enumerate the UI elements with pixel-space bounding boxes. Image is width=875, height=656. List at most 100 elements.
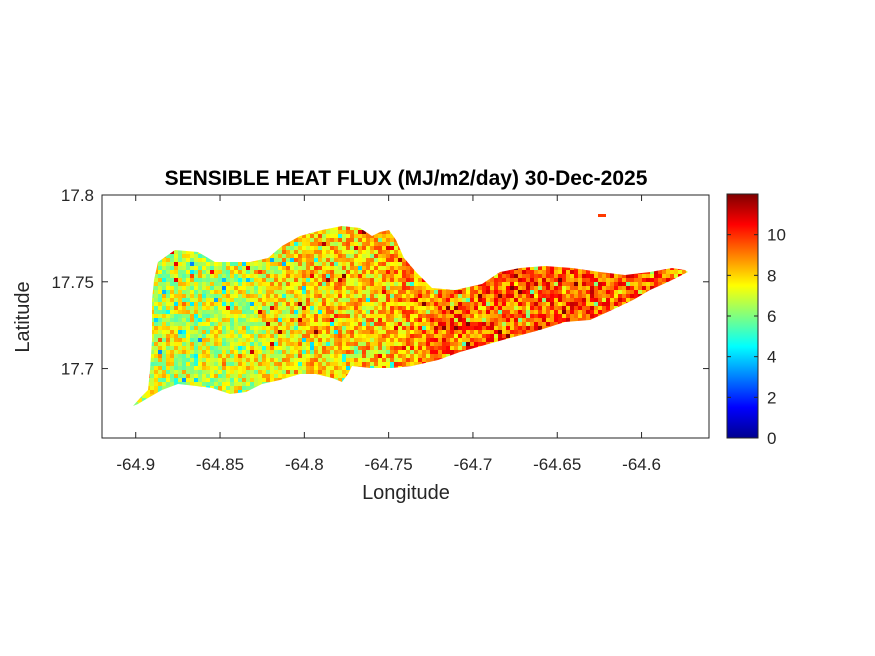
- heatmap-cell: [486, 294, 490, 298]
- heatmap-cell: [234, 278, 238, 282]
- heatmap-cell: [238, 266, 242, 270]
- heatmap-cell: [302, 294, 306, 298]
- heatmap-cell: [386, 322, 390, 326]
- heatmap-cell: [354, 274, 358, 278]
- heatmap-cell: [566, 274, 570, 278]
- heatmap-cell: [654, 274, 658, 278]
- heatmap-cell: [538, 302, 542, 306]
- heatmap-cell: [278, 362, 282, 366]
- heatmap-cell: [378, 302, 382, 306]
- heatmap-cell: [338, 354, 342, 358]
- heatmap-cell: [610, 306, 614, 310]
- heatmap-cell: [294, 330, 298, 334]
- heatmap-cell: [322, 258, 326, 262]
- heatmap-cell: [170, 322, 174, 326]
- heatmap-cell: [198, 298, 202, 302]
- heatmap-cell: [234, 342, 238, 346]
- heatmap-cell: [374, 290, 378, 294]
- heatmap-cell: [294, 274, 298, 278]
- heatmap-cell: [210, 278, 214, 282]
- heatmap-cell: [338, 258, 342, 262]
- heatmap-cell: [630, 286, 634, 290]
- heatmap-cell: [286, 294, 290, 298]
- heatmap-cell: [382, 338, 386, 342]
- heatmap-cell: [358, 318, 362, 322]
- heatmap-cell: [306, 258, 310, 262]
- heatmap-cell: [506, 298, 510, 302]
- heatmap-cell: [514, 314, 518, 318]
- heatmap-cell: [422, 322, 426, 326]
- heatmap-cell: [366, 238, 370, 242]
- heatmap-cell: [466, 302, 470, 306]
- heatmap-cell: [494, 318, 498, 322]
- heatmap-cell: [150, 330, 154, 334]
- heatmap-cell: [582, 310, 586, 314]
- heatmap-cell: [270, 286, 274, 290]
- heatmap-cell: [238, 326, 242, 330]
- heatmap-cell: [346, 250, 350, 254]
- heatmap-cell: [338, 342, 342, 346]
- heatmap-cell: [350, 234, 354, 238]
- heatmap-cell: [478, 322, 482, 326]
- heatmap-cell: [346, 294, 350, 298]
- heatmap-cell: [418, 318, 422, 322]
- heatmap-cell: [150, 302, 154, 306]
- heatmap-cell: [510, 270, 514, 274]
- heatmap-cell: [562, 318, 566, 322]
- heatmap-cell: [174, 286, 178, 290]
- heatmap-cell: [158, 298, 162, 302]
- heatmap-cell: [474, 294, 478, 298]
- heatmap-cell: [418, 330, 422, 334]
- heatmap-cell: [182, 338, 186, 342]
- heatmap-cell: [498, 302, 502, 306]
- heatmap-cell: [342, 354, 346, 358]
- heatmap-cell: [214, 358, 218, 362]
- heatmap-cell: [566, 306, 570, 310]
- heatmap-cell: [298, 250, 302, 254]
- heatmap-cell: [186, 362, 190, 366]
- heatmap-cell: [342, 342, 346, 346]
- heatmap-cell: [470, 314, 474, 318]
- heatmap-cell: [186, 314, 190, 318]
- heatmap-cell: [218, 274, 222, 278]
- heatmap-cell: [338, 326, 342, 330]
- heatmap-cell: [542, 326, 546, 330]
- heatmap-cell: [334, 278, 338, 282]
- heatmap-cell: [470, 306, 474, 310]
- heatmap-cell: [434, 310, 438, 314]
- heatmap-cell: [190, 250, 194, 254]
- heatmap-cell: [582, 270, 586, 274]
- heatmap-cell: [390, 238, 394, 242]
- heatmap-cell: [326, 358, 330, 362]
- heatmap-cell: [346, 334, 350, 338]
- heatmap-cell: [302, 278, 306, 282]
- heatmap-cell: [194, 346, 198, 350]
- heatmap-cell: [486, 314, 490, 318]
- heatmap-cell: [390, 258, 394, 262]
- heatmap-cell: [258, 350, 262, 354]
- heatmap-cell: [286, 258, 290, 262]
- heatmap-cell: [282, 326, 286, 330]
- heatmap-cell: [574, 278, 578, 282]
- heatmap-cell: [386, 262, 390, 266]
- heatmap-cell: [202, 354, 206, 358]
- heatmap-cell: [226, 350, 230, 354]
- heatmap-cell: [386, 234, 390, 238]
- heatmap-cell: [594, 278, 598, 282]
- heatmap-cell: [542, 294, 546, 298]
- heatmap-cell: [414, 306, 418, 310]
- heatmap-cell: [206, 334, 210, 338]
- heatmap-cell: [442, 354, 446, 358]
- heatmap-cell: [166, 274, 170, 278]
- heatmap-cell: [330, 278, 334, 282]
- heatmap-cell: [210, 266, 214, 270]
- heatmap-cell: [194, 358, 198, 362]
- heatmap-cell: [646, 278, 650, 282]
- heatmap-cell: [254, 278, 258, 282]
- heatmap-cell: [362, 334, 366, 338]
- heatmap-cell: [410, 306, 414, 310]
- heatmap-cell: [290, 354, 294, 358]
- heatmap-cell: [426, 338, 430, 342]
- heatmap-cell: [406, 326, 410, 330]
- heatmap-cell: [518, 278, 522, 282]
